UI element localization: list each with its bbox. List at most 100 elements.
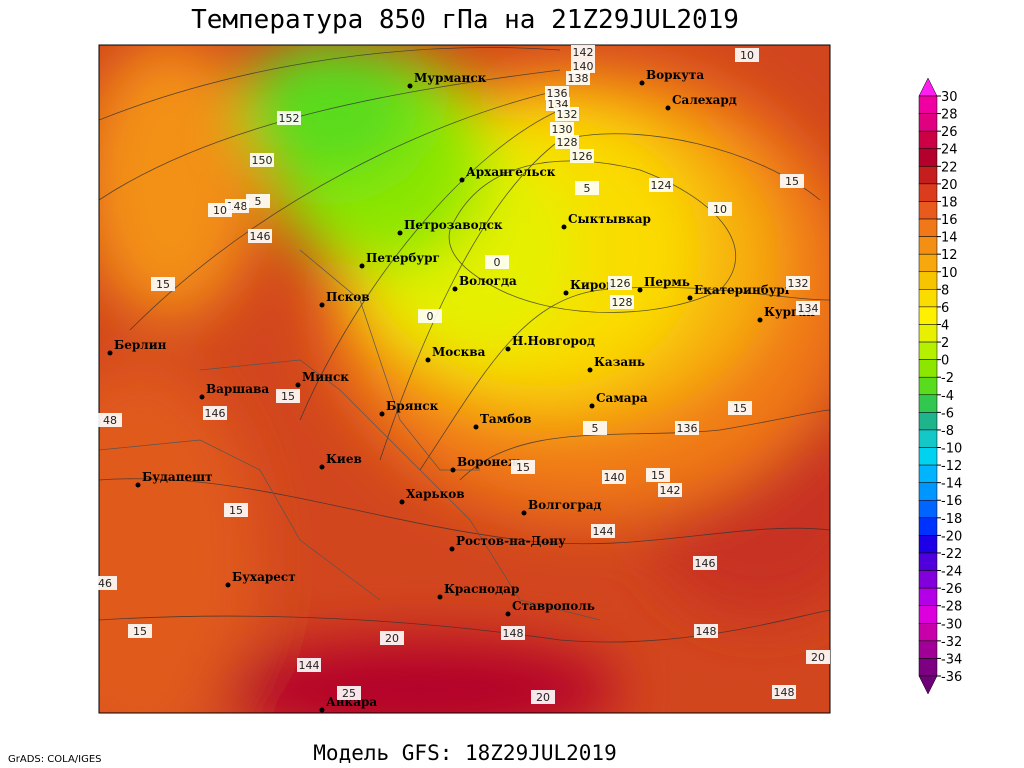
- city-label: Петрозаводск: [404, 218, 503, 232]
- label-box: [786, 276, 810, 290]
- city-dot: [225, 582, 231, 588]
- city-dot: [319, 707, 325, 713]
- city-dot: [587, 367, 593, 373]
- colorbar-label: -2: [941, 371, 954, 386]
- label-box: [772, 685, 796, 699]
- label-box: [694, 624, 718, 638]
- colorbar-swatch: [918, 376, 938, 396]
- colorbar-swatch: [918, 535, 938, 554]
- label-box: [550, 122, 574, 136]
- colorbar-label: 26: [941, 125, 958, 140]
- label-box: [297, 658, 321, 672]
- contour-label: 152: [279, 112, 300, 125]
- city-dot: [757, 317, 763, 323]
- label-box: [511, 460, 535, 474]
- contour-label: 15: [733, 402, 747, 415]
- label-box: [646, 468, 670, 482]
- label-box: [796, 301, 820, 315]
- city-dot: [665, 105, 671, 111]
- city-dot: [135, 482, 141, 488]
- city-label: Вологда: [459, 274, 517, 288]
- title: Температура 850 гПа на 21Z29JUL2019: [191, 5, 739, 35]
- colorbar-label: -10: [941, 442, 962, 457]
- contour-label: 5: [592, 422, 599, 435]
- city-dot: [295, 382, 301, 388]
- colorbar-swatch: [918, 130, 938, 149]
- contour-label: 136: [677, 422, 698, 435]
- colorbar-label: 18: [941, 195, 958, 210]
- colorbar-swatch: [918, 306, 938, 325]
- label-box: [380, 631, 404, 645]
- city-dot: [359, 263, 365, 269]
- city-dot: [561, 224, 567, 230]
- borders: [99, 249, 601, 621]
- colorbar-swatch: [918, 499, 938, 519]
- city-dot: [397, 230, 403, 236]
- colorbar-label: -30: [941, 617, 962, 632]
- contour-label: 48: [103, 414, 117, 427]
- label-box: [693, 556, 717, 570]
- contour-label: 20: [536, 691, 550, 704]
- city-label: Ставрополь: [512, 599, 595, 613]
- colorbar-swatch: [918, 253, 938, 273]
- colorbar-label: -18: [941, 512, 962, 527]
- city-dot: [199, 394, 205, 400]
- contour-label: 142: [573, 46, 594, 59]
- colorbar-swatch: [918, 623, 938, 642]
- colorbar-label: 8: [941, 283, 949, 298]
- contour-label: 126: [610, 277, 631, 290]
- label-box: [98, 413, 122, 427]
- city-label: Салехард: [672, 93, 737, 107]
- label-box: [735, 48, 759, 62]
- city-label: Казань: [594, 355, 645, 369]
- colorbar-label: 10: [941, 266, 958, 281]
- contour-labels: 1521501481461421401381361341321301281261…: [93, 45, 830, 704]
- label-box: [649, 178, 673, 192]
- colorbar-swatch: [918, 271, 938, 290]
- contour-label: 5: [584, 182, 591, 195]
- city-dot: [450, 467, 456, 473]
- label-box: [602, 470, 626, 484]
- label-box: [608, 276, 632, 290]
- city-label: Москва: [432, 345, 486, 359]
- colorbar-label: 2: [941, 336, 949, 351]
- contour-label: 20: [385, 632, 399, 645]
- contour-label: 0: [494, 256, 501, 269]
- contour-label: 148: [774, 686, 795, 699]
- label-box: [555, 107, 579, 121]
- city-label: Архангельск: [466, 165, 556, 179]
- label-box: [128, 624, 152, 638]
- city-dot: [639, 80, 645, 86]
- contour-label: 136: [547, 87, 568, 100]
- contour-label: 10: [713, 203, 727, 216]
- contour-label: 15: [281, 390, 295, 403]
- colorbar-swatch: [918, 359, 938, 378]
- city-dot: [563, 290, 569, 296]
- city-label: Тамбов: [480, 412, 531, 426]
- colorbar-label: 6: [941, 301, 949, 316]
- contour-label: 128: [557, 136, 578, 149]
- contour-label: 0: [427, 310, 434, 323]
- colorbar-label: -28: [941, 600, 962, 615]
- colorbar-label: -36: [941, 670, 962, 685]
- colorbar-label: 0: [941, 354, 949, 369]
- colorbar-swatch: [918, 658, 938, 677]
- label-box: [418, 309, 442, 323]
- label-box: [780, 174, 804, 188]
- colorbar-swatch: [918, 218, 938, 237]
- contour-label: 146: [205, 407, 226, 420]
- city-label: Берлин: [114, 338, 167, 352]
- colorbar-swatch: [918, 482, 938, 501]
- colorbar-swatch: [918, 324, 938, 343]
- colorbar-label: -6: [941, 406, 954, 421]
- colorbar-swatch: [918, 394, 938, 413]
- colorbar-swatch: [918, 148, 938, 167]
- colorbar-swatch: [918, 412, 938, 431]
- colorbar-swatch: [918, 341, 938, 360]
- colorbar-label: -32: [941, 635, 962, 650]
- contour-label: 15: [785, 175, 799, 188]
- city-dot: [319, 464, 325, 470]
- contour-label: 134: [798, 302, 819, 315]
- label-box: [806, 650, 830, 664]
- contour-label: 126: [572, 150, 593, 163]
